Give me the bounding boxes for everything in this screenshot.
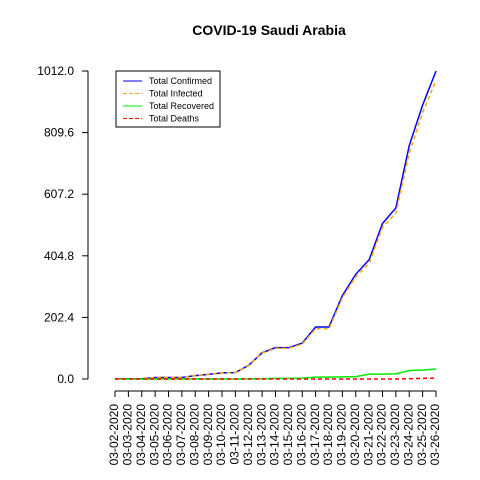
- x-tick-label: 03-10-2020: [214, 404, 228, 466]
- series-line-total-recovered: [115, 368, 437, 380]
- x-tick-label: 03-15-2020: [281, 404, 295, 466]
- x-tick-label: 03-21-2020: [361, 404, 375, 466]
- y-tick-label: 809.6: [44, 126, 74, 140]
- x-tick-label: 03-09-2020: [201, 404, 215, 466]
- legend-label: Total Recovered: [149, 101, 214, 111]
- x-tick-label: 03-25-2020: [415, 404, 429, 466]
- x-tick-label: 03-22-2020: [375, 404, 389, 466]
- x-tick-label: 03-04-2020: [134, 404, 148, 466]
- x-tick-label: 03-07-2020: [174, 404, 188, 466]
- x-tick-label: 03-23-2020: [388, 404, 402, 466]
- y-tick-label: 202.4: [44, 310, 74, 324]
- y-tick-label: 0.0: [57, 372, 74, 386]
- y-tick-label: 1012.0: [37, 64, 74, 78]
- x-tick-label: 03-13-2020: [254, 404, 268, 466]
- x-tick-label: 03-03-2020: [121, 404, 135, 466]
- x-tick-label: 03-24-2020: [401, 404, 415, 466]
- x-tick-label: 03-05-2020: [147, 404, 161, 466]
- legend-label: Total Deaths: [149, 114, 200, 124]
- y-tick-label: 607.2: [44, 187, 74, 201]
- x-tick-label: 03-11-2020: [228, 404, 242, 465]
- x-tick-label: 03-12-2020: [241, 404, 255, 466]
- x-tick-label: 03-02-2020: [107, 404, 121, 466]
- series-line-total-infected: [115, 80, 437, 380]
- x-axis: 03-02-2020 03-03-2020 03-04-2020 03-05-2020…: [107, 390, 442, 466]
- series-line-total-deaths: [115, 377, 437, 380]
- x-tick-label: 03-14-2020: [268, 404, 282, 466]
- y-axis: 0.0 202.4 404.8 607.2 809.6 1012.0: [37, 64, 89, 386]
- legend: Total Confirmed Total Infected Total Recov…: [115, 70, 221, 128]
- x-tick-label: 03-19-2020: [335, 404, 349, 466]
- legend-label: Total Infected: [149, 89, 203, 99]
- x-tick-label: 03-18-2020: [321, 404, 335, 466]
- legend-box: [115, 70, 221, 128]
- x-tick-label: 03-06-2020: [161, 404, 175, 466]
- series-layer: [115, 70, 437, 380]
- x-tick-label: 03-26-2020: [428, 404, 442, 466]
- y-tick-label: 404.8: [44, 249, 74, 263]
- legend-label: Total Confirmed: [149, 76, 212, 86]
- x-tick-label: 03-17-2020: [308, 404, 322, 466]
- x-tick-label: 03-08-2020: [187, 404, 201, 466]
- chart-title: COVID-19 Saudi Arabia: [192, 22, 346, 38]
- x-tick-label: 03-16-2020: [294, 404, 308, 466]
- x-tick-label: 03-20-2020: [348, 404, 362, 466]
